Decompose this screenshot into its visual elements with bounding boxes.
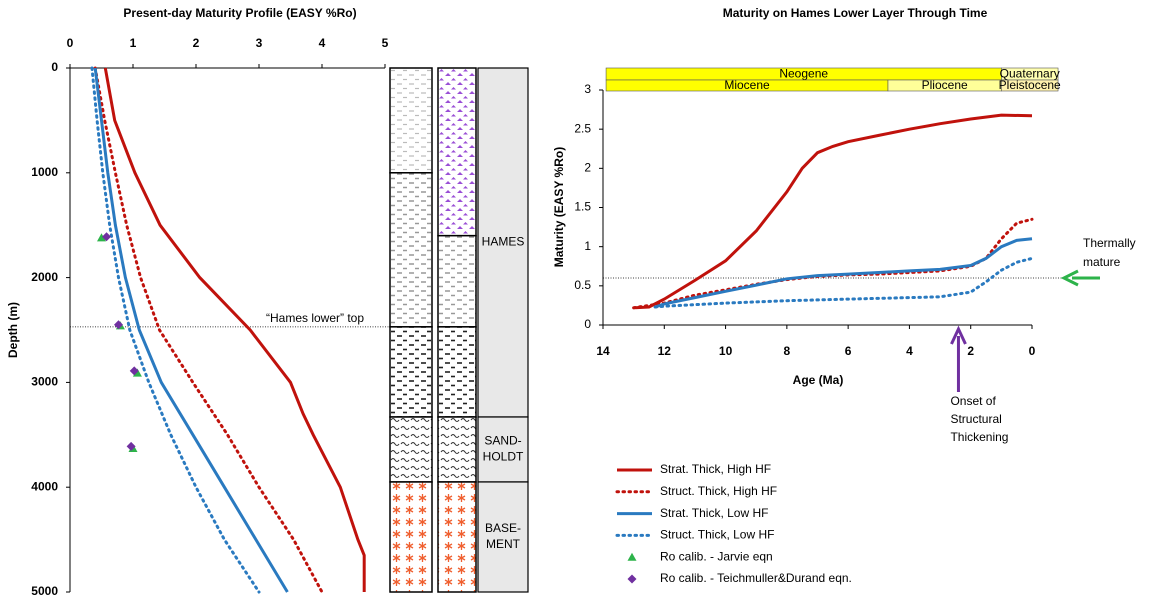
formation-label: HOLDT — [483, 450, 524, 464]
lithology-unit — [389, 326, 433, 418]
timescale-label: Pliocene — [922, 78, 968, 92]
marker — [627, 552, 637, 561]
y-tick-label: 2000 — [31, 270, 58, 284]
y-tick-label: 1.5 — [574, 200, 591, 214]
formation-box — [477, 416, 529, 483]
legend-label: Struct. Thick, Low HF — [660, 528, 774, 542]
y-tick-label: 1000 — [31, 165, 58, 179]
lithology-unit — [437, 416, 477, 483]
annotation-label: “Hames lower” top — [266, 311, 364, 325]
annotation-label: Onset of — [950, 394, 996, 408]
timescale-label: Neogene — [779, 67, 828, 81]
lithology-unit — [389, 416, 433, 483]
legend-label: Struct. Thick, High HF — [660, 484, 777, 498]
series-line — [93, 67, 289, 593]
timescale-band — [1001, 79, 1059, 92]
x-tick-label: 4 — [319, 36, 326, 50]
marker — [102, 232, 112, 242]
x-tick-label: 6 — [845, 344, 852, 358]
formation-label: HAMES — [482, 235, 525, 249]
profile-chart: Present-day Maturity Profile (EASY %Ro) … — [6, 6, 529, 598]
y-tick-label: 5000 — [31, 584, 58, 598]
arrow — [950, 325, 967, 392]
y-tick-label: 0 — [51, 60, 58, 74]
series-line — [654, 237, 1033, 309]
lithology-unit — [437, 481, 477, 593]
lithology-unit — [437, 326, 477, 418]
y-tick-label: 3000 — [31, 375, 58, 389]
x-tick-label: 12 — [658, 344, 672, 358]
x-tick-label: 0 — [1029, 344, 1036, 358]
lithology-unit — [389, 67, 433, 174]
legend: Strat. Thick, High HF Struct. Thick, High… — [615, 462, 852, 585]
series-line — [103, 67, 366, 592]
y-tick-label: 2.5 — [574, 121, 591, 135]
series-line — [90, 66, 261, 594]
y-axis-label: Depth (m) — [6, 302, 20, 358]
lithology-unit — [437, 67, 477, 237]
marker — [114, 320, 124, 330]
x-tick-label: 2 — [967, 344, 974, 358]
timescale-label: Miocene — [724, 78, 770, 92]
y-tick-label: 3 — [584, 82, 591, 96]
annotation-label: Structural — [950, 412, 1001, 426]
legend-label: Ro calib. - Teichmuller&Durand eqn. — [660, 571, 852, 585]
annotation-label: Thermally — [1083, 236, 1136, 250]
marker — [129, 366, 139, 376]
lithology-unit — [437, 234, 477, 328]
x-tick-label: 10 — [719, 344, 733, 358]
series-line — [653, 256, 1034, 309]
marker — [627, 574, 637, 584]
y-tick-label: 0.5 — [574, 278, 591, 292]
x-tick-label: 4 — [906, 344, 913, 358]
timescale-label: Quaternary — [1000, 67, 1060, 81]
formation-box — [477, 67, 529, 418]
x-tick-label: 1 — [130, 36, 137, 50]
chart-title: Maturity on Hames Lower Layer Through Ti… — [723, 6, 988, 20]
formation-box — [477, 481, 529, 593]
marker — [126, 441, 136, 451]
marker — [132, 368, 142, 377]
y-tick-label: 1 — [584, 239, 591, 253]
series-line — [633, 113, 1033, 310]
y-tick-label: 4000 — [31, 479, 58, 493]
y-tick-label: 0 — [584, 317, 591, 331]
x-tick-label: 0 — [67, 36, 74, 50]
legend-label: Ro calib. - Jarvie eqn — [660, 549, 773, 563]
annotation-label: Thickening — [950, 430, 1008, 444]
x-tick-label: 14 — [596, 344, 610, 358]
y-tick-label: 2 — [584, 161, 591, 175]
timescale-label: Pleistocene — [999, 78, 1061, 92]
x-axis-label: Age (Ma) — [793, 373, 844, 387]
legend-label: Strat. Thick, Low HF — [660, 506, 768, 520]
marker — [97, 233, 106, 242]
x-tick-label: 8 — [784, 344, 791, 358]
legend-label: Strat. Thick, High HF — [660, 462, 771, 476]
chart-title: Present-day Maturity Profile (EASY %Ro) — [123, 6, 356, 20]
y-axis-label: Maturity (EASY %Ro) — [552, 147, 566, 267]
series-line — [93, 66, 324, 594]
formation-label: SAND- — [484, 434, 521, 448]
x-tick-label: 3 — [256, 36, 263, 50]
line-chart: Maturity on Hames Lower Layer Through Ti… — [552, 6, 1136, 444]
x-tick-label: 2 — [193, 36, 200, 50]
lithology-unit — [389, 172, 433, 328]
x-tick-label: 5 — [382, 36, 389, 50]
lithology-unit — [389, 481, 433, 593]
annotation-label: mature — [1083, 255, 1121, 269]
formation-label: MENT — [486, 537, 521, 551]
arrow — [1060, 269, 1100, 287]
formation-label: BASE- — [485, 521, 521, 535]
